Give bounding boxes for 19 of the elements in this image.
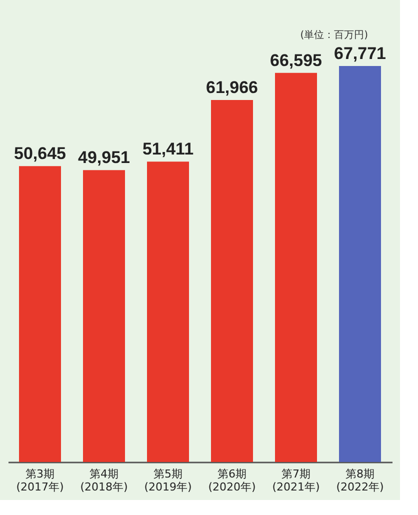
text: (単位：百万円) xyxy=(300,29,368,41)
bar xyxy=(147,162,189,462)
data-label: 51,411 xyxy=(142,140,194,159)
bar xyxy=(83,170,125,462)
bar xyxy=(19,166,61,462)
x-tick-label: 第6期 (2020年) xyxy=(208,468,256,494)
data-label: 50,645 xyxy=(14,144,66,164)
x-tick-label: 第4期 (2018年) xyxy=(80,468,128,494)
x-tick-label: 第8期 (2022年) xyxy=(336,468,384,494)
bar xyxy=(211,100,253,462)
bar xyxy=(339,66,381,462)
data-label: 61,966 xyxy=(206,78,258,97)
data-label: 66,595 xyxy=(270,50,322,70)
x-tick-label: 第7期 (2021年) xyxy=(272,468,320,494)
data-label: 67,771 xyxy=(334,44,386,64)
x-tick-label: 第5期 (2019年) xyxy=(144,468,192,494)
x-tick-label: 第3期 (2017年) xyxy=(16,468,64,494)
bar xyxy=(275,72,317,462)
data-label: 49,951 xyxy=(78,148,130,168)
